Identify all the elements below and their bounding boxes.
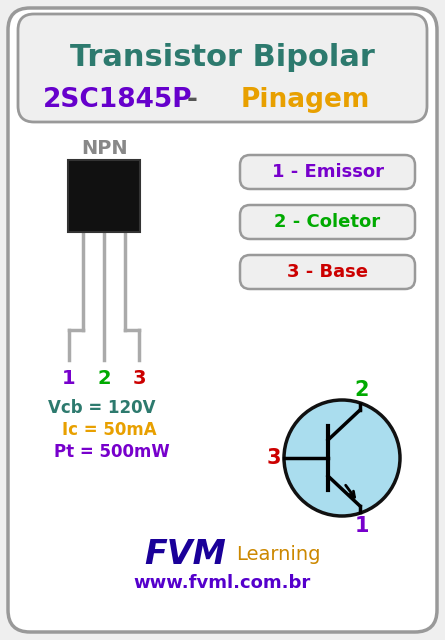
Text: Vcb = 120V: Vcb = 120V — [48, 399, 155, 417]
Text: 3 - Base: 3 - Base — [287, 263, 368, 281]
FancyBboxPatch shape — [240, 255, 415, 289]
Text: www.fvml.com.br: www.fvml.com.br — [134, 574, 311, 592]
Text: Transistor Bipolar: Transistor Bipolar — [69, 44, 374, 72]
Text: NPN: NPN — [82, 138, 128, 157]
Text: FVM: FVM — [144, 538, 226, 572]
Text: 1: 1 — [355, 516, 369, 536]
Text: 3: 3 — [267, 448, 281, 468]
Text: -: - — [186, 87, 198, 113]
Text: 2: 2 — [355, 380, 369, 400]
FancyBboxPatch shape — [240, 205, 415, 239]
Text: Pinagem: Pinagem — [240, 87, 370, 113]
Text: 3: 3 — [132, 369, 146, 387]
Text: Pt = 500mW: Pt = 500mW — [54, 443, 170, 461]
Text: 1 - Emissor: 1 - Emissor — [271, 163, 384, 181]
Text: Ic = 50mA: Ic = 50mA — [62, 421, 157, 439]
Text: 2SC1845P: 2SC1845P — [43, 87, 193, 113]
Text: 2 - Coletor: 2 - Coletor — [275, 213, 380, 231]
FancyBboxPatch shape — [8, 8, 437, 632]
Circle shape — [284, 400, 400, 516]
Text: 2: 2 — [97, 369, 111, 387]
Text: Learning: Learning — [236, 545, 320, 564]
Text: 1: 1 — [62, 369, 76, 387]
FancyBboxPatch shape — [240, 155, 415, 189]
FancyBboxPatch shape — [18, 14, 427, 122]
FancyBboxPatch shape — [68, 160, 140, 232]
